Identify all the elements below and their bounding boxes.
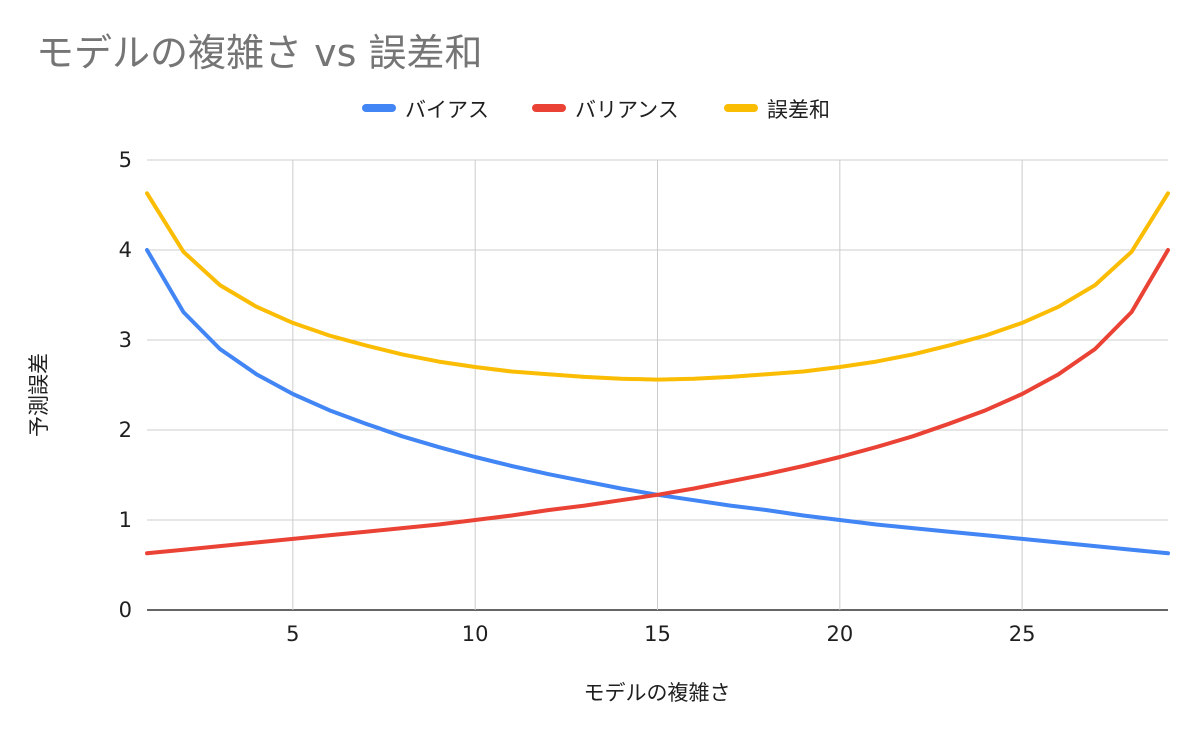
series-line-variance[interactable] (145, 248, 1170, 556)
legend-swatch-total-error (724, 104, 758, 112)
y-tick-label-0: 0 (119, 598, 132, 622)
y-axis-ticks: 0 1 2 3 4 5 (119, 148, 132, 622)
y-tick-label-1: 1 (119, 508, 132, 532)
y-tick-label-2: 2 (119, 418, 132, 442)
series-lines (145, 191, 1170, 556)
x-tick-label-10: 10 (462, 622, 489, 646)
y-tick-label-4: 4 (119, 238, 132, 262)
y-axis-label: 予測誤差 (27, 353, 51, 437)
x-tick-label-15: 15 (644, 622, 671, 646)
legend-label-total-error: 誤差和 (767, 98, 830, 122)
legend-swatch-variance (532, 104, 566, 112)
series-line-total-error[interactable] (145, 191, 1170, 382)
x-axis-label: モデルの複雑さ (584, 681, 731, 705)
legend-item-variance[interactable]: バリアンス (532, 98, 679, 122)
x-tick-label-5: 5 (286, 622, 299, 646)
x-axis-ticks: 5 10 15 20 25 (286, 622, 1035, 646)
legend-label-bias: バイアス (405, 98, 489, 122)
x-tick-label-25: 25 (1009, 622, 1036, 646)
legend-label-variance: バリアンス (575, 98, 679, 122)
x-tick-label-20: 20 (826, 622, 853, 646)
legend-item-total-error[interactable]: 誤差和 (724, 98, 830, 122)
y-tick-label-5: 5 (119, 148, 132, 172)
grid-lines (147, 159, 1168, 611)
legend-swatch-bias (362, 104, 396, 112)
plot-area: 5 10 15 20 25 0 1 2 3 4 5 (119, 148, 1170, 646)
legend-item-bias[interactable]: バイアス (362, 98, 489, 122)
legend: バイアス バリアンス 誤差和 (362, 98, 830, 122)
y-tick-label-3: 3 (119, 328, 132, 352)
chart-title: モデルの複雑さ vs 誤差和 (36, 31, 482, 75)
